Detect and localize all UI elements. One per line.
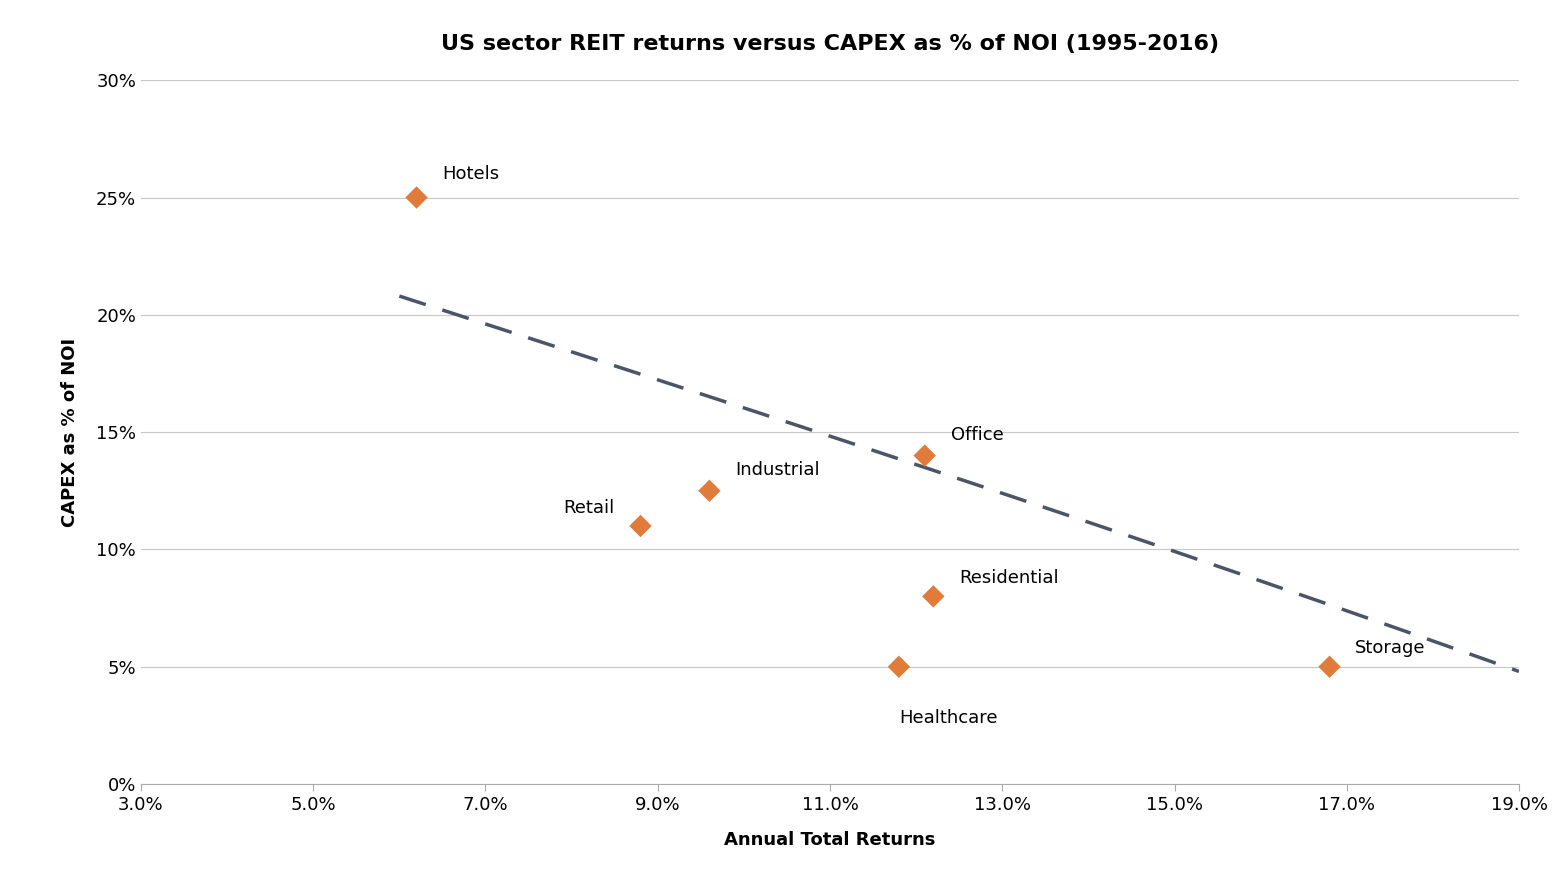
Y-axis label: CAPEX as % of NOI: CAPEX as % of NOI xyxy=(61,338,80,527)
Point xyxy=(628,519,653,533)
Text: Office: Office xyxy=(951,426,1004,444)
Point xyxy=(921,589,946,603)
Point xyxy=(697,484,722,498)
Text: Industrial: Industrial xyxy=(736,461,821,479)
Text: Retail: Retail xyxy=(564,499,614,517)
Text: Residential: Residential xyxy=(958,569,1059,587)
Title: US sector REIT returns versus CAPEX as % of NOI (1995-2016): US sector REIT returns versus CAPEX as %… xyxy=(442,34,1218,53)
Text: Storage: Storage xyxy=(1356,640,1427,658)
Point xyxy=(886,659,911,674)
Point xyxy=(404,191,429,205)
X-axis label: Annual Total Returns: Annual Total Returns xyxy=(725,830,935,848)
Point xyxy=(1317,659,1342,674)
Point xyxy=(911,448,936,462)
Text: Healthcare: Healthcare xyxy=(899,709,998,727)
Text: Hotels: Hotels xyxy=(443,166,500,184)
